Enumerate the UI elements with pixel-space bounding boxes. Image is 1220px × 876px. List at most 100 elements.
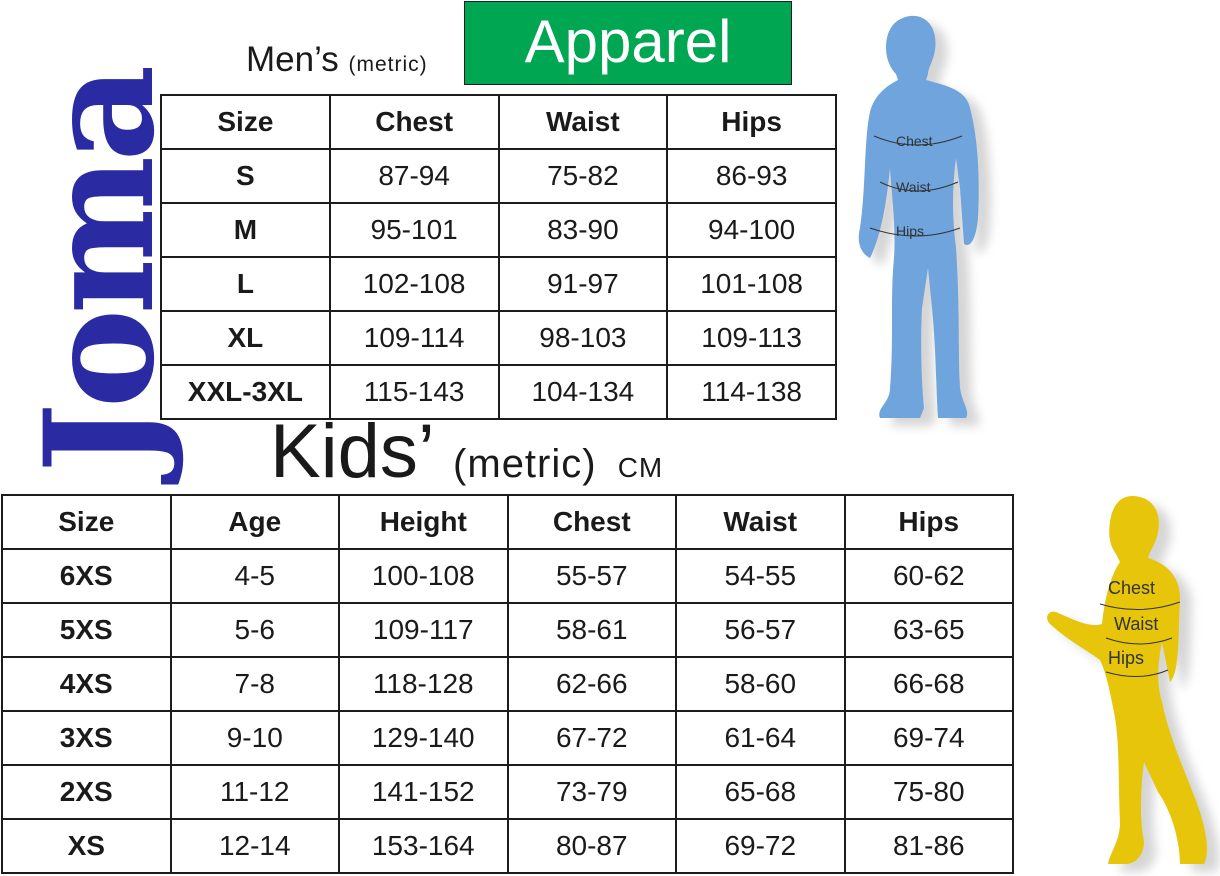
table-cell: 91-97 xyxy=(497,256,669,312)
chest-measure-line xyxy=(873,135,963,146)
table-cell: 11-12 xyxy=(169,764,340,820)
table-row: 3XS 9-10 129-140 67-72 61-64 69-74 xyxy=(1,710,1014,766)
kid-body-figure: Chest Waist Hips xyxy=(1047,496,1219,872)
header-cell: Chest xyxy=(506,494,677,550)
table-cell: 104-134 xyxy=(497,364,669,420)
table-row: 5XS 5-6 109-117 58-61 56-57 63-65 xyxy=(1,602,1014,658)
table-cell: 73-79 xyxy=(506,764,677,820)
header-cell: Size xyxy=(1,494,172,550)
table-cell: 109-117 xyxy=(338,602,509,658)
table-cell: 63-65 xyxy=(843,602,1014,658)
table-cell: 83-90 xyxy=(497,202,669,258)
header-cell: Waist xyxy=(497,94,669,150)
mens-size-table: Size Chest Waist Hips S 87-94 75-82 86-93 M 9… xyxy=(160,94,837,420)
mens-heading: Men’s (metric) xyxy=(246,40,428,80)
table-row: L 102-108 91-97 101-108 xyxy=(160,256,837,312)
logo-text: Joma xyxy=(12,70,188,474)
adult-body-figure: Chest Waist Hips xyxy=(858,15,991,427)
size-label-cell: S xyxy=(160,148,331,204)
apparel-badge: Apparel xyxy=(464,1,792,85)
table-cell: 58-60 xyxy=(675,656,846,712)
table-cell: 56-57 xyxy=(675,602,846,658)
table-cell: 98-103 xyxy=(497,310,669,366)
hips-measure-line xyxy=(869,227,961,237)
table-cell: 115-143 xyxy=(328,364,500,420)
table-cell: 141-152 xyxy=(338,764,509,820)
table-cell: 118-128 xyxy=(338,656,509,712)
table-cell: 100-108 xyxy=(338,548,509,604)
mens-title: Men’s xyxy=(246,40,339,79)
mens-subtitle: (metric) xyxy=(348,53,428,76)
adult-silhouette xyxy=(858,15,991,427)
header-cell: Waist xyxy=(675,494,846,550)
table-cell: 7-8 xyxy=(169,656,340,712)
table-row: 6XS 4-5 100-108 55-57 54-55 60-62 xyxy=(1,548,1014,604)
table-cell: 114-138 xyxy=(666,364,837,420)
size-label-cell: 6XS xyxy=(1,548,172,604)
size-label-cell: M xyxy=(160,202,331,258)
adult-hips-label: Hips xyxy=(896,223,924,239)
header-cell: Chest xyxy=(328,94,500,150)
table-row: XL 109-114 98-103 109-113 xyxy=(160,310,837,366)
table-cell: 61-64 xyxy=(675,710,846,766)
header-cell: Hips xyxy=(843,494,1014,550)
header-cell: Height xyxy=(338,494,509,550)
size-label-cell: 5XS xyxy=(1,602,172,658)
table-cell: 60-62 xyxy=(843,548,1014,604)
table-cell: 62-66 xyxy=(506,656,677,712)
kids-size-table: Size Age Height Chest Waist Hips 6XS 4-5 1… xyxy=(1,494,1014,874)
kid-chest-label: Chest xyxy=(1108,578,1155,598)
size-label-cell: XS xyxy=(1,818,172,874)
kid-hips-label: Hips xyxy=(1108,648,1144,668)
table-cell: 153-164 xyxy=(338,818,509,874)
table-cell: 102-108 xyxy=(328,256,500,312)
table-row: M 95-101 83-90 94-100 xyxy=(160,202,837,258)
table-cell: 67-72 xyxy=(506,710,677,766)
table-cell: 65-68 xyxy=(675,764,846,820)
table-cell: 55-57 xyxy=(506,548,677,604)
table-cell: 69-72 xyxy=(675,818,846,874)
table-cell: 87-94 xyxy=(328,148,500,204)
table-cell: 86-93 xyxy=(666,148,837,204)
kids-heading: Kids’ (metric) CM xyxy=(270,414,663,490)
table-header-row: Size Age Height Chest Waist Hips xyxy=(1,494,1014,550)
table-cell: 69-74 xyxy=(843,710,1014,766)
table-cell: 129-140 xyxy=(338,710,509,766)
table-cell: 5-6 xyxy=(169,602,340,658)
table-row: XS 12-14 153-164 80-87 69-72 81-86 xyxy=(1,818,1014,874)
table-cell: 54-55 xyxy=(675,548,846,604)
table-row: XXL-3XL 115-143 104-134 114-138 xyxy=(160,364,837,420)
table-cell: 66-68 xyxy=(843,656,1014,712)
kid-waist-label: Waist xyxy=(1114,614,1158,634)
table-cell: 109-113 xyxy=(666,310,837,366)
table-cell: 80-87 xyxy=(506,818,677,874)
size-label-cell: 3XS xyxy=(1,710,172,766)
table-cell: 94-100 xyxy=(666,202,837,258)
adult-chest-label: Chest xyxy=(896,133,933,149)
kid-hips-measure-line xyxy=(1105,669,1169,678)
table-cell: 95-101 xyxy=(328,202,500,258)
size-label-cell: XXL-3XL xyxy=(160,364,331,420)
adult-waist-label: Waist xyxy=(896,179,931,195)
table-cell: 58-61 xyxy=(506,602,677,658)
table-cell: 81-86 xyxy=(843,818,1014,874)
header-cell: Hips xyxy=(666,94,837,150)
kids-title: Kids’ xyxy=(270,409,432,494)
table-row: 2XS 11-12 141-152 73-79 65-68 75-80 xyxy=(1,764,1014,820)
header-cell: Size xyxy=(160,94,331,150)
table-cell: 109-114 xyxy=(328,310,500,366)
kids-unit: CM xyxy=(617,452,664,483)
table-cell: 9-10 xyxy=(169,710,340,766)
kids-subtitle: (metric) xyxy=(453,442,597,486)
header-cell: Age xyxy=(169,494,340,550)
size-label-cell: L xyxy=(160,256,331,312)
table-cell: 101-108 xyxy=(666,256,837,312)
table-row: S 87-94 75-82 86-93 xyxy=(160,148,837,204)
table-cell: 12-14 xyxy=(169,818,340,874)
table-header-row: Size Chest Waist Hips xyxy=(160,94,837,150)
kid-silhouette xyxy=(1047,496,1219,872)
size-label-cell: 4XS xyxy=(1,656,172,712)
waist-measure-line xyxy=(879,181,959,192)
table-cell: 75-80 xyxy=(843,764,1014,820)
kid-waist-measure-line xyxy=(1105,637,1173,645)
